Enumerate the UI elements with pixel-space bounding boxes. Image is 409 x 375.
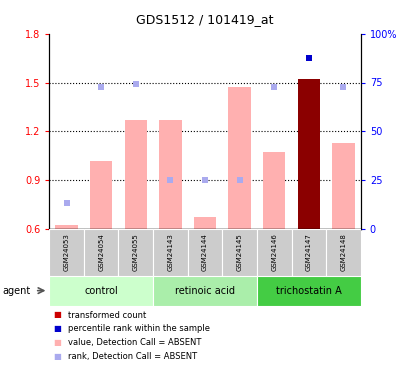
Text: GSM24145: GSM24145 (236, 233, 242, 271)
Text: GSM24054: GSM24054 (98, 233, 104, 271)
Text: transformed count: transformed count (67, 310, 146, 320)
Text: GSM24053: GSM24053 (63, 233, 70, 271)
Bar (83, 229, 118, 276)
Bar (187, 229, 222, 276)
Bar (331, 142, 354, 229)
Text: rank, Detection Call = ABSENT: rank, Detection Call = ABSENT (67, 352, 196, 361)
Bar (49, 276, 153, 306)
Text: ■: ■ (53, 310, 61, 320)
Bar (159, 120, 181, 229)
Text: ■: ■ (53, 338, 61, 347)
Bar (256, 229, 291, 276)
Bar (118, 229, 153, 276)
Text: GSM24143: GSM24143 (167, 233, 173, 271)
Text: trichostatin A: trichostatin A (275, 286, 341, 296)
Bar (90, 160, 112, 229)
Bar (326, 229, 360, 276)
Text: GDS1512 / 101419_at: GDS1512 / 101419_at (136, 13, 273, 26)
Text: GSM24147: GSM24147 (305, 233, 311, 271)
Text: GSM24146: GSM24146 (271, 233, 276, 271)
Text: agent: agent (2, 286, 30, 296)
Text: retinoic acid: retinoic acid (175, 286, 234, 296)
Text: ■: ■ (53, 352, 61, 361)
Bar (55, 225, 78, 229)
Text: GSM24148: GSM24148 (339, 233, 346, 271)
Text: percentile rank within the sample: percentile rank within the sample (67, 324, 209, 333)
Bar (153, 229, 187, 276)
Bar (124, 120, 147, 229)
Bar (291, 229, 326, 276)
Bar (297, 79, 319, 229)
Text: value, Detection Call = ABSENT: value, Detection Call = ABSENT (67, 338, 200, 347)
Bar (256, 276, 360, 306)
Bar (228, 87, 250, 229)
Text: GSM24144: GSM24144 (202, 233, 207, 271)
Bar (49, 229, 83, 276)
Bar (153, 276, 256, 306)
Bar (193, 217, 216, 229)
Text: ■: ■ (53, 324, 61, 333)
Bar (262, 152, 285, 229)
Text: GSM24055: GSM24055 (133, 233, 138, 271)
Text: control: control (84, 286, 118, 296)
Bar (222, 229, 256, 276)
